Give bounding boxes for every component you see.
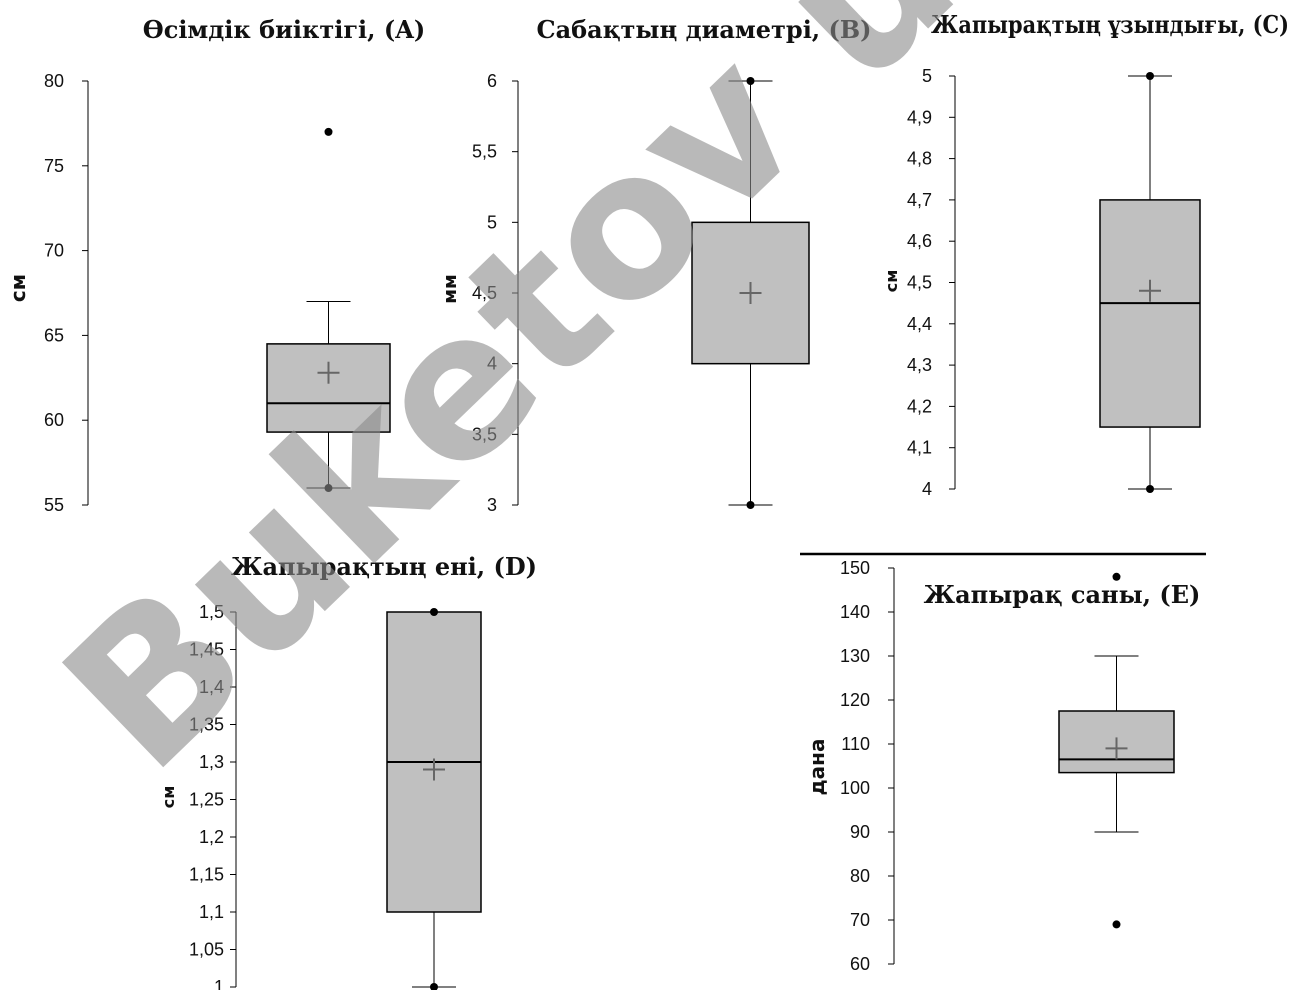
chart-d-tick-label: 1,3	[199, 752, 224, 772]
chart-c-tick-label: 4,8	[907, 149, 932, 169]
chart-b-tick-label: 4	[487, 354, 497, 374]
chart-a-tick-label: 55	[44, 495, 64, 515]
chart-d-point	[430, 983, 438, 990]
chart-c: 4 4,1 4,2 4,3 4,4 4,5 4,6 4,7 4,8 4,9 5	[907, 66, 1201, 499]
chart-c-point	[1146, 485, 1154, 493]
chart-b-ylabel: мм	[440, 274, 461, 303]
chart-a-tick-label: 80	[44, 71, 64, 91]
chart-e-tick-label: 120	[840, 690, 870, 710]
chart-c-tick-label: 4,9	[907, 107, 932, 127]
chart-d-tick-label: 1,05	[189, 940, 224, 960]
watermark: Buketov univ	[21, 0, 1244, 815]
chart-e-point	[1112, 920, 1121, 929]
chart-e-tick-label: 130	[840, 646, 870, 666]
chart-e-tick-label: 90	[850, 822, 870, 842]
chart-c-tick-label: 4,7	[907, 190, 932, 210]
chart-e: 60 70 80 90 100 110 120 130 140 150	[840, 558, 1175, 974]
chart-c-tick-label: 4,5	[907, 273, 932, 293]
chart-d-tick-label: 1,25	[189, 790, 224, 810]
chart-e-tick-label: 80	[850, 866, 870, 886]
chart-c-title: Жапырақтың ұзындығы, (C)	[931, 10, 1289, 39]
chart-c-tick-label: 4,3	[907, 355, 932, 375]
chart-b-tick-label: 3	[487, 495, 497, 515]
chart-a-point	[324, 127, 333, 136]
chart-a-tick-label: 65	[44, 325, 64, 345]
chart-c-point	[1146, 72, 1154, 80]
chart-b-point	[746, 501, 755, 509]
chart-d-point	[430, 608, 438, 616]
chart-c-tick-label: 4,4	[907, 314, 932, 334]
chart-e-tick-label: 150	[840, 558, 870, 578]
chart-b-tick-label: 6	[487, 71, 497, 91]
chart-b: 3 3,5 4 4,5 5 5,5 6	[472, 71, 810, 515]
chart-e-tick-label: 100	[840, 778, 870, 798]
chart-a-box	[266, 343, 391, 433]
chart-b-title: Сабақтың диаметрі, (B)	[536, 15, 871, 44]
chart-c-tick-label: 4	[922, 479, 932, 499]
chart-d-title: Жапырақтың ені, (D)	[231, 552, 537, 581]
chart-b-tick-label: 4,5	[472, 283, 497, 303]
chart-d: 1 1,05 1,1 1,15 1,2 1,25 1,3 1,35 1,4 1,45 1,5	[189, 602, 482, 990]
chart-d-tick-label: 1,35	[189, 715, 224, 735]
chart-b-tick-label: 5	[487, 212, 497, 232]
chart-c-tick-label: 4,2	[907, 396, 932, 416]
chart-a-ylabel: см	[6, 274, 30, 302]
chart-e-tick-label: 70	[850, 910, 870, 930]
chart-d-tick-label: 1	[214, 977, 224, 990]
chart-e-tick-label: 60	[850, 954, 870, 974]
chart-d-tick-label: 1,45	[189, 640, 224, 660]
chart-d-ylabel: см	[159, 786, 178, 809]
chart-e-ylabel: дана	[805, 739, 829, 796]
chart-d-tick-label: 1,1	[199, 902, 224, 922]
chart-b-tick-label: 3,5	[472, 424, 497, 444]
chart-a-title: Өсімдік биіктігі, (A)	[143, 15, 425, 44]
chart-a: 55 60 65 70 75 80	[44, 71, 391, 515]
chart-c-tick-label: 4,1	[907, 438, 932, 458]
chart-c-tick-label: 4,6	[907, 231, 932, 251]
chart-d-tick-label: 1,4	[199, 677, 224, 697]
chart-e-point	[1112, 572, 1121, 581]
chart-e-tick-label: 110	[841, 734, 870, 754]
chart-e-title: Жапырақ саны, (E)	[924, 580, 1201, 609]
chart-b-tick-label: 5,5	[472, 142, 497, 162]
chart-c-ylabel: см	[882, 270, 901, 293]
chart-c-tick-label: 5	[922, 66, 932, 86]
chart-a-tick-label: 75	[44, 156, 64, 176]
chart-a-tick-label: 70	[44, 241, 64, 261]
chart-d-tick-label: 1,2	[199, 827, 224, 847]
chart-c-box	[1099, 199, 1201, 428]
chart-a-tick-label: 60	[44, 410, 64, 430]
chart-a-point	[324, 484, 333, 493]
chart-d-tick-label: 1,5	[199, 602, 224, 622]
chart-d-tick-label: 1,15	[189, 865, 224, 885]
chart-e-tick-label: 140	[840, 602, 870, 622]
chart-b-point	[746, 77, 755, 85]
